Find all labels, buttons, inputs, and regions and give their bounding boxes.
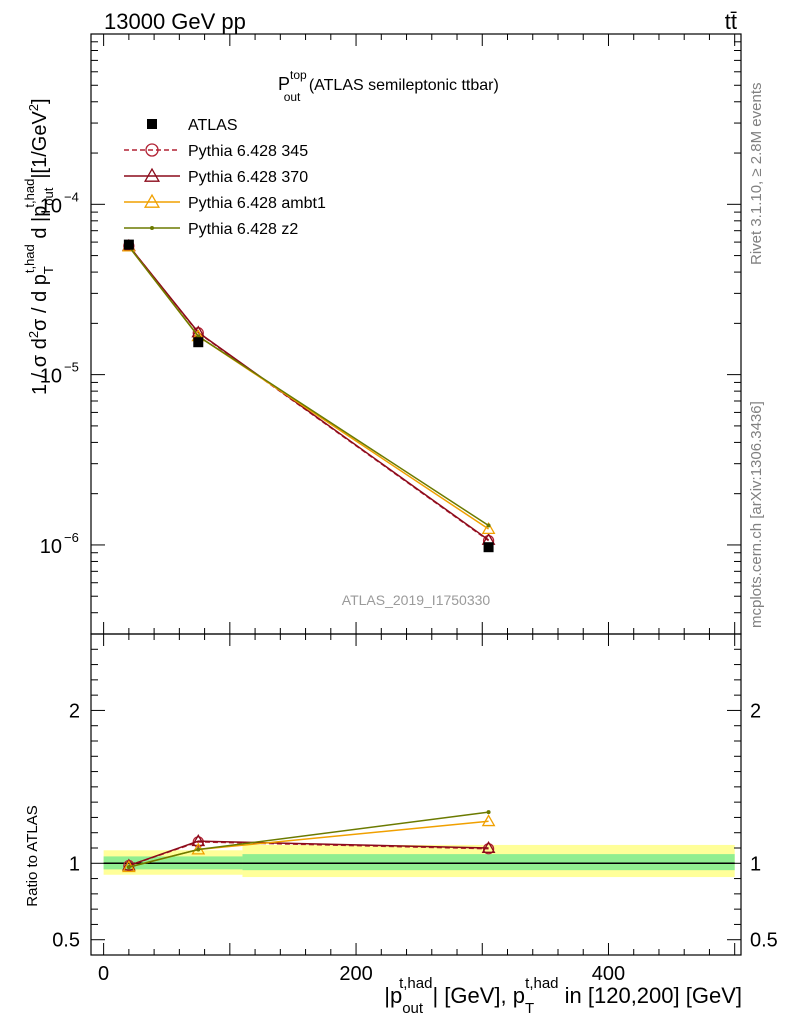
legend-label: Pythia 6.428 z2 [188,221,298,238]
lower-y-tick-label: 0.5 [52,930,80,952]
mcplots-text: mcplots.cern.ch [arXiv:1306.3436] [748,401,765,628]
upper-y-axis-label: 1 / σ d2σ / d pTt,had d |poutt,had|[1/Ge… [22,98,56,395]
reference-data-point [123,239,134,250]
upper-series-line-3 [128,246,489,527]
lower-series-point-0 [482,843,495,855]
legend-marker [150,226,154,230]
legend-label: Pythia 6.428 ambt1 [188,195,326,212]
x-tick-label: 0 [98,963,109,985]
reference-data-point [193,337,204,348]
legend-marker [145,143,159,157]
uncertainty-band-inner-1 [242,854,735,871]
upper-series-line-2 [128,246,489,530]
reference-data-point [483,542,494,553]
lower-series-point-1 [481,840,496,853]
lower-y-axis-label: Ratio to ATLAS [24,805,41,906]
upper-series-line-0 [128,245,490,542]
lower-frame [90,633,742,956]
lower-y-tick-label: 2 [69,700,80,722]
x-tick-label: 200 [339,963,372,985]
x-tick-label: 400 [592,963,625,985]
upper-y-tick-exponent: −5 [64,360,79,375]
lower-series-point-3 [486,810,491,815]
x-axis-label: |poutt,had| [GeV], pTt,had in [120,200] … [384,975,742,1017]
chart-title: Ptop out (ATLAS semileptonic ttbar) [278,68,499,104]
legend-marker [143,167,161,182]
upper-y-tick-label: 10 [40,536,62,558]
legend-marker [147,119,157,129]
lower-series-line-1 [128,840,489,867]
upper-y-tick-label: 10 [40,366,62,388]
legend: ATLAS Pythia 6.428 345 Pythia 6.428 370 Pyt… [124,117,326,238]
lower-y-tick-label-right: 1 [750,853,761,875]
lower-y-tick-label: 1 [69,853,80,875]
lower-y-tick-label-right: 2 [750,700,761,722]
upper-series-point-2 [481,521,496,534]
rivet-version-text: Rivet 3.1.10, ≥ 2.8M events [748,83,765,266]
upper-y-tick-exponent: −4 [64,189,79,204]
upper-y-tick-label: 10 [40,195,62,217]
legend-marker [143,193,161,208]
header-right-text: tt̄ [725,9,737,34]
upper-series-line-1 [128,245,490,541]
upper-series-point-3 [486,523,491,528]
upper-y-tick-exponent: −6 [64,530,79,545]
lower-series-point-3 [196,847,201,852]
header-left-text: 13000 GeV pp [104,9,246,34]
legend-label: Pythia 6.428 345 [188,143,308,160]
lower-series-point-3 [126,865,131,870]
legend-label: ATLAS [188,117,238,134]
lower-series-point-1 [121,858,136,871]
lower-series-point-2 [481,814,496,827]
analysis-watermark: ATLAS_2019_I1750330 [342,592,491,608]
lower-y-tick-label-right: 0.5 [750,930,778,952]
lower-series-point-1 [191,834,206,847]
legend-label: Pythia 6.428 370 [188,169,308,186]
